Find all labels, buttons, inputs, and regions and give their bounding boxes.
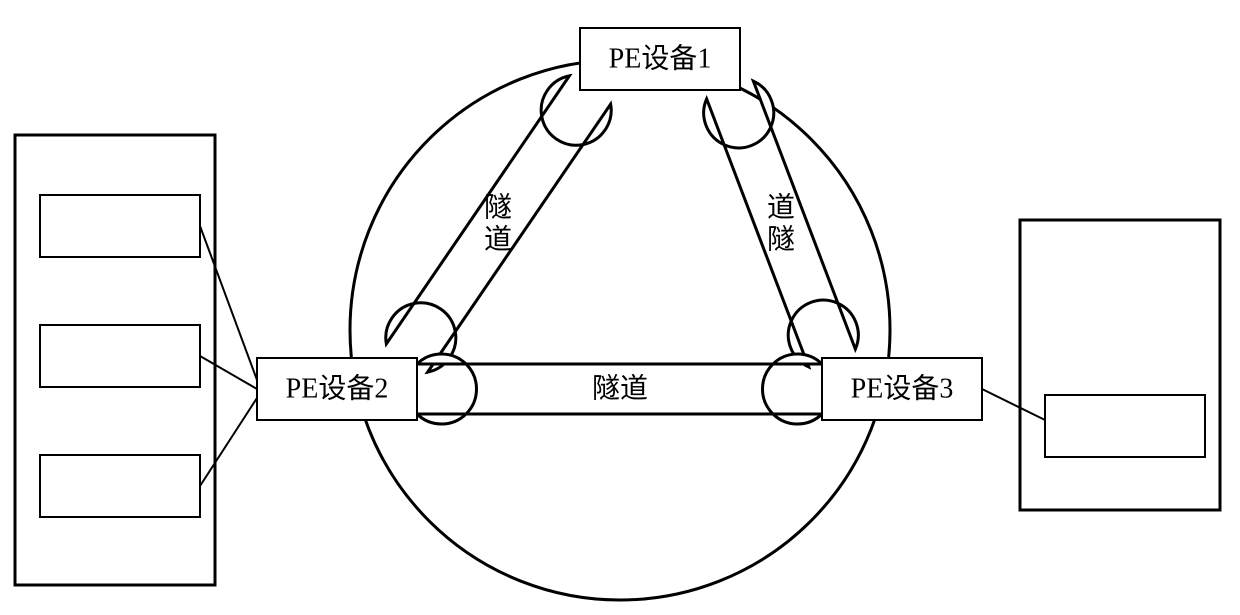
access-server-2-frame xyxy=(1020,220,1220,510)
pe1-label: PE设备1 xyxy=(609,43,712,75)
pe3-label: PE设备3 xyxy=(851,373,954,405)
svg-text:道: 道 xyxy=(767,192,795,224)
access-server-2-device-box xyxy=(1045,395,1205,457)
network-diagram: 接入服务器1虚拟设备1虚拟设备2虚拟设备3接入服务器2虚拟设备4PE设备1PE设… xyxy=(0,0,1240,615)
access-server-1-device-box xyxy=(40,455,200,517)
pe2-label: PE设备2 xyxy=(286,373,389,405)
tunnel-label: 隧道 xyxy=(592,373,648,405)
access-server-1-device-box xyxy=(40,325,200,387)
svg-text:隧: 隧 xyxy=(767,224,795,256)
access-server-1-device-box xyxy=(40,195,200,257)
svg-text:隧: 隧 xyxy=(484,192,512,224)
svg-text:道: 道 xyxy=(484,224,512,256)
pe-ring xyxy=(350,60,890,600)
